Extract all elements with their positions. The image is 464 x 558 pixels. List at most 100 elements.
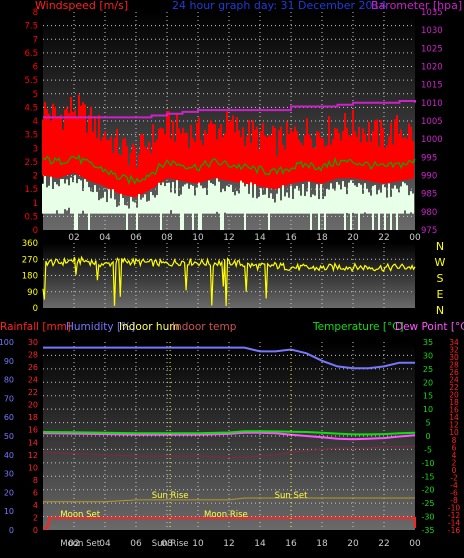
- x-tick-label: 04: [99, 539, 111, 549]
- barometer-y-tick-label: 1010: [421, 99, 443, 109]
- dew-point-y-tick-label: -8: [450, 496, 458, 505]
- barometer-y-tick-label: 990: [421, 172, 437, 182]
- rain-y-tick-label: 10: [28, 463, 38, 472]
- dew-point-y-tick-label: -2: [450, 473, 458, 482]
- dew-point-y-tick-label: 32: [449, 346, 459, 355]
- wind-y-tick-label: 0: [33, 226, 38, 236]
- x-tick-label: 16: [285, 539, 297, 549]
- legend-indoor-hum: Indoor hum: [119, 321, 179, 333]
- dew-point-y-tick-label: 8: [452, 436, 457, 445]
- rain-y-tick-label: 22: [28, 388, 38, 397]
- rain-y-tick-label: 6: [33, 488, 38, 497]
- humidity-y-tick-label: 0: [9, 526, 14, 535]
- humidity-y-tick-label: 100: [0, 338, 14, 347]
- dew-point-y-tick-label: -12: [448, 511, 460, 520]
- wind-y-tick-label: 1: [33, 199, 38, 209]
- wind-y-tick-label: 4.5: [24, 103, 38, 113]
- dew-point-y-tick-label: 4: [452, 451, 457, 460]
- wind-y-tick-label: 7: [33, 35, 38, 45]
- x-tick-label: 22: [378, 539, 389, 549]
- dew-point-y-tick-label: -16: [448, 526, 460, 535]
- rain-y-tick-label: 26: [28, 363, 38, 372]
- dew-point-y-tick-label: 24: [449, 376, 459, 385]
- humidity-y-tick-label: 80: [4, 376, 14, 385]
- temperature-y-tick-label: 10: [423, 405, 433, 414]
- temperature-y-tick-label: -20: [421, 486, 434, 495]
- wind-y-tick-label: 5.5: [24, 76, 38, 86]
- barometer-line: [43, 100, 416, 119]
- temperature-y-tick-label: 35: [423, 338, 433, 347]
- barometer-y-tick-label: 980: [421, 208, 437, 218]
- legend-humidity: Humidity [%]: [66, 321, 135, 333]
- x-tick-label: 18: [316, 233, 328, 243]
- rain-y-tick-label: 16: [28, 426, 38, 435]
- dew-point-y-tick-label: -14: [448, 518, 460, 527]
- x-tick-label: 10: [192, 539, 204, 549]
- temperature-y-tick-label: -5: [424, 445, 432, 454]
- wind-y-tick-label: 8: [33, 8, 38, 18]
- x-tick-label: 00: [409, 233, 421, 243]
- rain-y-tick-label: 2: [33, 513, 38, 522]
- wind-y-tick-label: 0.5: [24, 212, 38, 222]
- rain-y-tick-label: 28: [28, 351, 38, 360]
- temperature-y-tick-label: 5: [425, 419, 430, 428]
- temperature-y-tick-label: -15: [421, 472, 434, 481]
- legend-dew-point: Dew Point [°C]: [395, 321, 464, 333]
- dew-point-y-tick-label: 34: [449, 338, 459, 347]
- rain-y-tick-label: 20: [28, 401, 38, 410]
- temperature-y-tick-label: 30: [423, 351, 433, 360]
- direction-y-tick-label: 180: [22, 272, 38, 282]
- dew-point-y-tick-label: 30: [449, 353, 459, 362]
- barometer-y-label: Barometer [hpa]: [371, 0, 462, 12]
- humidity-y-tick-label: 90: [4, 357, 14, 366]
- barometer-y-tick-label: 1000: [421, 135, 443, 145]
- x-tick-label: 22: [378, 233, 389, 243]
- humidity-y-tick-label: 10: [4, 507, 14, 516]
- sun-moon-annotation: Sun Rise: [152, 491, 189, 501]
- sun-moon-annotation: Moon Set: [60, 510, 100, 520]
- x-tick-label: 20: [347, 539, 359, 549]
- barometer-y-tick-label: 995: [421, 153, 437, 163]
- direction-y-tick-label: 0: [33, 304, 38, 314]
- compass-label: N: [436, 240, 444, 253]
- x-tick-label: 02: [68, 539, 79, 549]
- rain-y-tick-label: 14: [28, 438, 38, 447]
- rain-y-tick-label: 24: [28, 376, 38, 385]
- rainfall-line: [43, 517, 416, 529]
- compass-label: W: [435, 256, 446, 269]
- wind-y-label: Windspeed [m/s]: [35, 0, 128, 12]
- humidity-y-tick-label: 60: [4, 413, 14, 422]
- dew-point-y-tick-label: 6: [452, 443, 457, 452]
- x-tick-label: 12: [223, 233, 234, 243]
- direction-y-tick-label: 270: [22, 255, 38, 265]
- barometer-y-tick-label: 1015: [421, 81, 443, 91]
- wind-y-tick-label: 4: [33, 117, 38, 127]
- rain-y-tick-label: 12: [28, 451, 38, 460]
- dew-point-y-tick-label: 14: [449, 413, 459, 422]
- humidity-y-tick-label: 20: [4, 488, 14, 497]
- dew-point-y-tick-label: 0: [452, 466, 457, 475]
- wind-y-tick-label: 2: [33, 172, 38, 182]
- humidity-y-tick-label: 70: [4, 394, 14, 403]
- compass-label: S: [437, 272, 444, 285]
- bottom-overlay-label: Sun Rise: [152, 539, 189, 549]
- barometer-y-tick-label: 1035: [421, 8, 443, 18]
- humidity-y-tick-label: 50: [4, 432, 14, 441]
- chart-title: 24 hour graph day: 31 December 2014: [172, 0, 387, 12]
- x-tick-label: 12: [223, 539, 234, 549]
- x-tick-label: 14: [254, 233, 266, 243]
- dew-point-y-tick-label: 20: [449, 391, 459, 400]
- wind-average-line: [42, 153, 416, 186]
- wind-y-tick-label: 3.5: [24, 131, 38, 141]
- temperature-y-tick-label: -30: [421, 513, 434, 522]
- dew-point-y-tick-label: 2: [452, 458, 457, 467]
- temperature-y-tick-label: 15: [423, 392, 433, 401]
- wind-y-tick-label: 7.5: [24, 22, 38, 32]
- x-tick-label: 00: [409, 539, 421, 549]
- humidity-y-tick-label: 30: [4, 470, 14, 479]
- bottom-overlay-label: Moon Set: [60, 539, 100, 549]
- indoor-temp-line: [42, 446, 415, 459]
- rain-y-tick-label: 0: [33, 526, 38, 535]
- compass-label: N: [436, 304, 444, 317]
- sun-moon-annotation: Sun Set: [275, 491, 308, 501]
